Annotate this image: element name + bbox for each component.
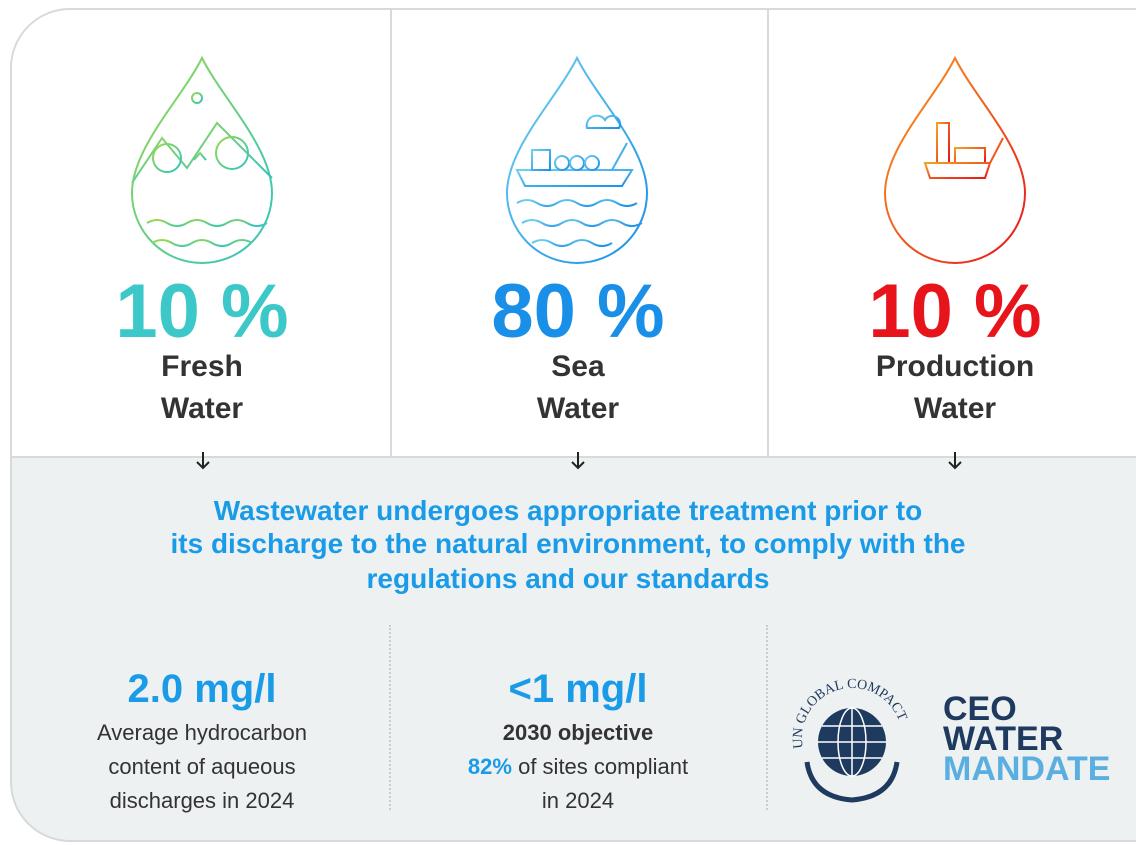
label: Water [765,392,1136,426]
stat-text: in 2024 [388,788,768,814]
stat-text: discharges in 2024 [12,788,392,814]
label: Water [388,392,768,426]
stat-highlight: 82% [468,754,512,779]
production-water-icon [883,58,1027,263]
label: Water [12,392,392,426]
stat-text: Average hydrocarbon [12,720,392,746]
infographic: UN GLOBAL COMPACT 10 % 80 % 10 % Fresh W… [0,0,1136,845]
label: Production [765,350,1136,384]
dotted-divider [389,625,391,810]
logo-text: MANDATE [943,754,1110,784]
stat-text: content of aqueous [12,754,392,780]
stat-text: 2030 objective [388,720,768,746]
un-globe-logo: UN GLOBAL COMPACT [791,677,910,800]
statement: its discharge to the natural environment… [0,527,1136,560]
sea-water-icon [507,58,647,263]
arrows [197,452,961,468]
dotted-divider [766,625,768,810]
label: Fresh [12,350,392,384]
fresh-water-icon [130,58,274,263]
percent: 80 % [388,268,768,355]
statement: Wastewater undergoes appropriate treatme… [0,494,1136,527]
stat-value: <1 mg/l [388,667,768,712]
percent: 10 % [12,268,392,355]
label: Sea [388,350,768,384]
stat-value: 2.0 mg/l [12,667,392,712]
statement: regulations and our standards [0,562,1136,595]
stat-text: of sites compliant [518,754,688,779]
percent: 10 % [765,268,1136,355]
stat-text: 82% of sites compliant [388,754,768,780]
